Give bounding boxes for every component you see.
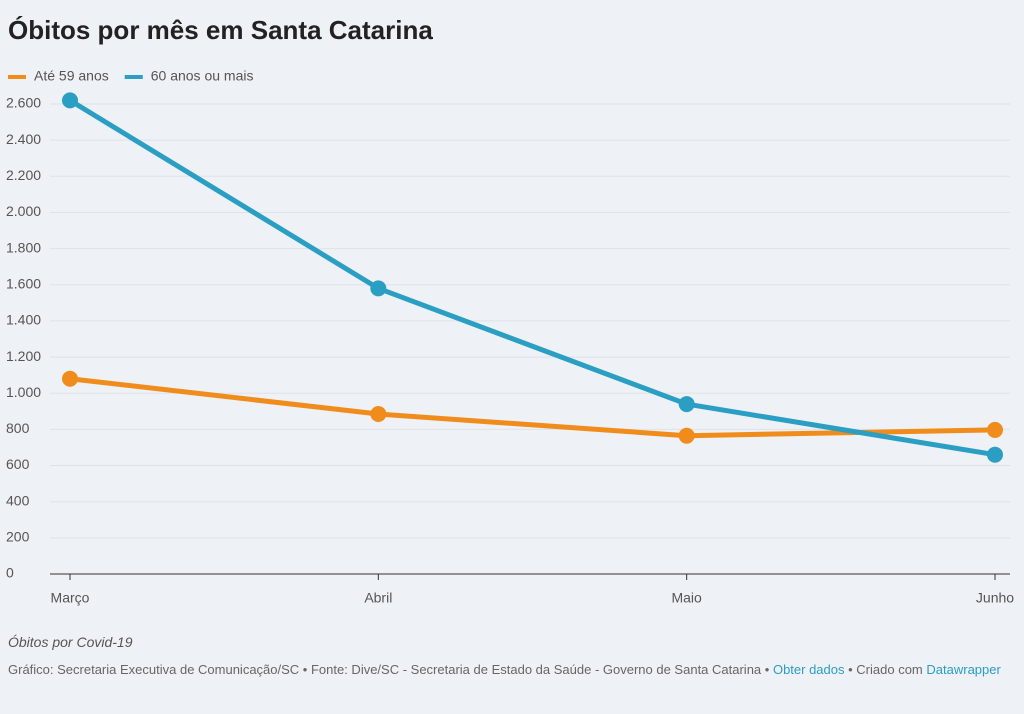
data-point	[987, 421, 1003, 438]
data-point	[370, 280, 387, 297]
data-point	[678, 396, 695, 413]
y-tick-label: 0	[6, 565, 14, 581]
data-point	[370, 406, 387, 423]
y-tick-label: 200	[6, 529, 30, 545]
series-line	[68, 98, 996, 458]
y-tick-label: 2.600	[6, 95, 41, 111]
chart: Óbitos por mês em Santa Catarina 0 200 400…	[6, 15, 1014, 606]
x-tick-label: Março	[51, 590, 90, 606]
x-tick-label: Abril	[364, 590, 392, 606]
note: Óbitos por Covid-19	[8, 634, 133, 650]
series-line	[69, 376, 996, 439]
y-tick-label: 1.600	[6, 275, 41, 291]
footer-text: Gráfico: Secretaria Executiva de Comunic…	[8, 662, 770, 677]
chart-title: Óbitos por mês em Santa Catarina	[8, 15, 433, 45]
data-point	[987, 446, 1003, 463]
footer: Gráfico: Secretaria Executiva de Comunic…	[8, 661, 1013, 679]
legend-label: Até 59 anos	[34, 68, 109, 84]
y-tick-label: 600	[6, 456, 30, 472]
datawrapper-link[interactable]: Datawrapper	[926, 662, 1001, 677]
data-link[interactable]: Obter dados	[772, 662, 845, 677]
legend-label: 60 anos ou mais	[151, 68, 254, 84]
data-point	[678, 427, 695, 444]
data-point	[62, 370, 78, 387]
y-tick-label: 1.400	[6, 312, 41, 328]
data-point	[62, 92, 78, 109]
y-tick-label: 1.000	[6, 384, 41, 400]
y-tick-label: 1.200	[6, 348, 41, 364]
y-tick-label: 400	[6, 492, 30, 508]
x-tick-label: Maio	[671, 590, 702, 606]
y-tick-label: 800	[6, 420, 30, 436]
y-tick-label: 2.000	[6, 203, 41, 219]
footer-text: • Criado com	[848, 662, 923, 677]
x-tick-label: Junho	[976, 590, 1014, 606]
y-tick-label: 1.800	[6, 239, 41, 255]
y-tick-label: 2.400	[6, 131, 41, 147]
y-tick-label: 2.200	[6, 167, 41, 183]
